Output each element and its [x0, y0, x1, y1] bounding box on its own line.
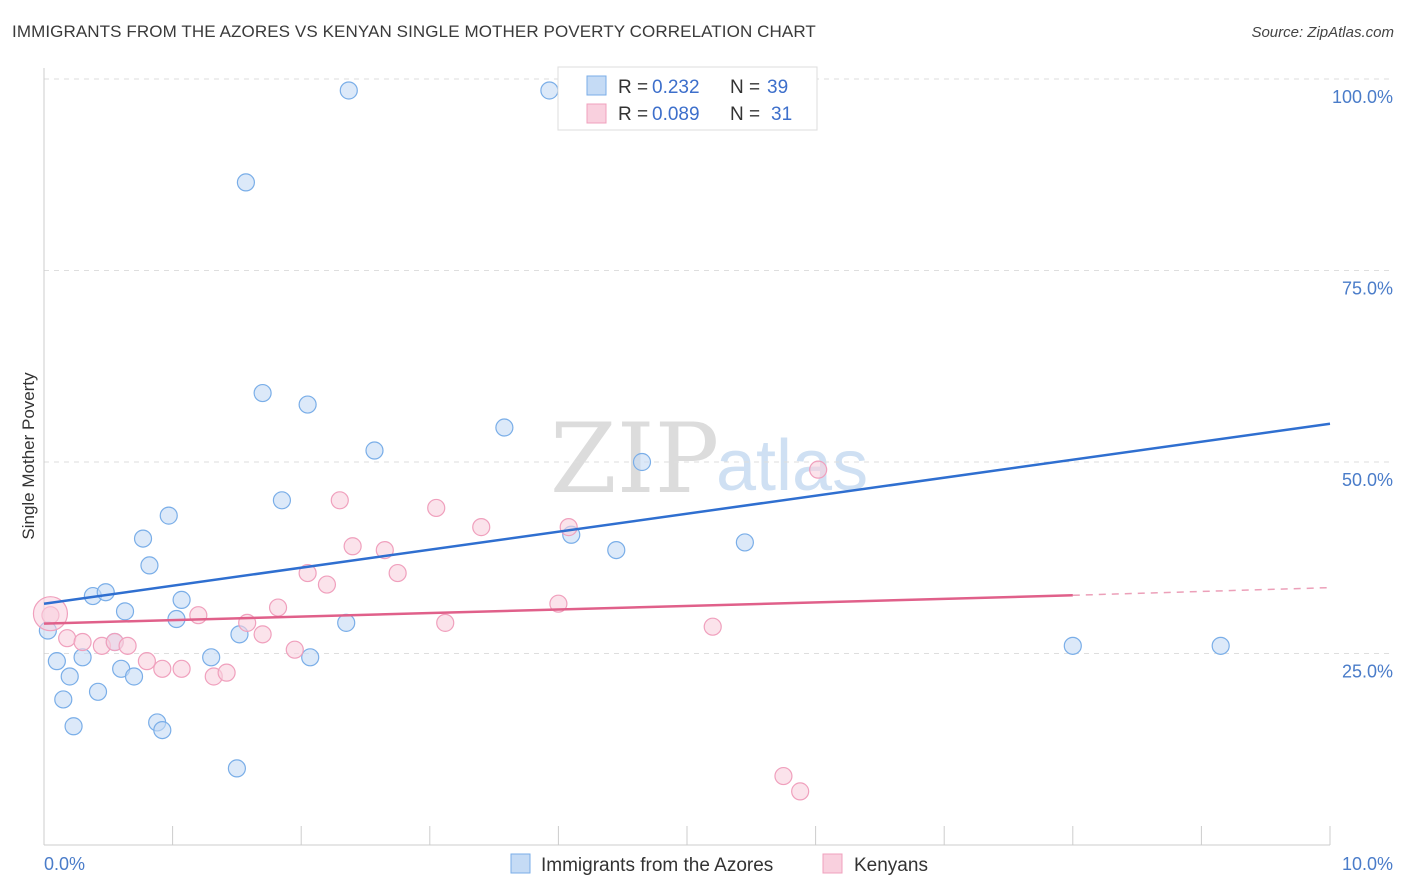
point-azores-5	[73, 648, 92, 667]
point-azores-2	[54, 690, 73, 709]
point-kenyans-22	[427, 498, 446, 518]
point-kenyans-23	[436, 613, 455, 632]
point-kenyans-17	[317, 575, 337, 594]
chart-source: Source: ZipAtlas.com	[1251, 24, 1394, 41]
point-kenyans-9	[189, 606, 208, 625]
point-azores-32	[540, 81, 559, 100]
point-azores-31	[495, 418, 514, 437]
point-azores-19	[172, 590, 191, 609]
trend-line-kenyans-extension	[1072, 586, 1331, 597]
bottom-legend-label-kenyans: Kenyans	[854, 855, 928, 876]
gridlines	[44, 78, 1393, 654]
point-kenyans-5	[118, 636, 137, 655]
stats-legend: R = 0.232 N = 39 R = 0.089 N = 31	[557, 66, 818, 131]
point-azores-21	[227, 759, 246, 778]
trend-line-azores	[43, 422, 1331, 605]
point-azores-7	[88, 682, 108, 701]
y-axis-label: Single Mother Poverty	[19, 372, 38, 540]
x-tick-label-min: 0.0%	[44, 854, 85, 874]
point-azores-36	[735, 533, 754, 552]
series-legend: Immigrants from the Azores Kenyans	[510, 853, 928, 876]
point-azores-8	[96, 583, 115, 602]
point-kenyans-6	[137, 652, 156, 671]
point-azores-38	[1211, 636, 1230, 655]
point-kenyans-7	[153, 659, 172, 678]
point-kenyans-19	[343, 537, 362, 556]
point-azores-24	[253, 383, 272, 403]
point-kenyans-25	[559, 518, 578, 537]
point-azores-17	[159, 506, 178, 525]
point-azores-25	[272, 491, 292, 510]
point-kenyans-1	[58, 629, 77, 648]
point-azores-3	[60, 667, 79, 686]
series-kenyans-points	[32, 460, 828, 801]
point-azores-35	[632, 452, 652, 472]
point-azores-14	[140, 556, 159, 575]
point-azores-11	[115, 602, 135, 621]
y-tick-label-50: 50.0%	[1342, 470, 1393, 490]
bottom-legend-swatch-kenyans	[822, 853, 843, 874]
watermark-atlas: atlas	[716, 426, 868, 506]
point-azores-20	[202, 648, 221, 667]
legend-n-label-azores: N =	[730, 77, 760, 98]
point-azores-28	[337, 613, 356, 632]
chart-title: IMMIGRANTS FROM THE AZORES VS KENYAN SIN…	[12, 22, 816, 41]
point-azores-34	[607, 540, 626, 560]
y-tick-label-25: 25.0%	[1342, 662, 1393, 682]
y-tick-labels: 25.0% 50.0% 75.0% 100.0%	[1332, 87, 1393, 682]
bottom-legend-label-azores: Immigrants from the Azores	[541, 855, 773, 876]
point-kenyans-2	[73, 632, 92, 652]
point-azores-1	[47, 652, 66, 671]
legend-r-label-kenyans: R =	[618, 104, 648, 125]
point-azores-30	[365, 441, 384, 460]
legend-swatch-kenyans	[586, 103, 607, 124]
point-kenyans-18	[330, 491, 349, 510]
point-azores-16	[153, 720, 172, 740]
point-kenyans-29	[791, 782, 810, 801]
point-kenyans-30	[809, 460, 828, 479]
point-azores-29	[339, 81, 358, 100]
x-ticks	[43, 826, 1331, 845]
point-kenyans-11	[217, 663, 236, 682]
bottom-legend-swatch-azores	[510, 853, 531, 874]
legend-n-label-kenyans: N =	[730, 104, 760, 125]
point-kenyans-28	[774, 766, 793, 786]
point-azores-37	[1063, 636, 1082, 655]
legend-r-label-azores: R =	[618, 77, 648, 98]
point-kenyans-13	[253, 625, 272, 644]
y-tick-label-100: 100.0%	[1332, 87, 1393, 107]
trend-lines	[43, 422, 1331, 625]
legend-r-value-kenyans: 0.089	[652, 104, 700, 125]
point-kenyans-8	[172, 659, 191, 678]
point-kenyans-21	[388, 563, 407, 583]
point-azores-13	[133, 529, 153, 548]
point-kenyans-26	[549, 594, 568, 613]
trend-line-kenyans	[43, 594, 1073, 625]
y-tick-label-75: 75.0%	[1342, 279, 1393, 299]
point-kenyans-24	[472, 518, 491, 537]
point-azores-12	[124, 667, 144, 686]
x-tick-label-max: 10.0%	[1342, 854, 1393, 874]
legend-n-value-azores: 39	[767, 77, 788, 98]
point-kenyans-16	[298, 563, 317, 583]
point-azores-26	[298, 395, 317, 414]
legend-r-value-azores: 0.232	[652, 77, 700, 98]
point-kenyans-15	[285, 640, 304, 659]
legend-swatch-azores	[586, 75, 607, 96]
point-azores-27	[301, 648, 320, 667]
point-kenyans-27	[703, 617, 722, 636]
legend-n-value-kenyans: 31	[771, 104, 792, 125]
point-azores-23	[236, 173, 256, 192]
point-azores-4	[64, 717, 83, 736]
point-kenyans-14	[268, 598, 288, 617]
